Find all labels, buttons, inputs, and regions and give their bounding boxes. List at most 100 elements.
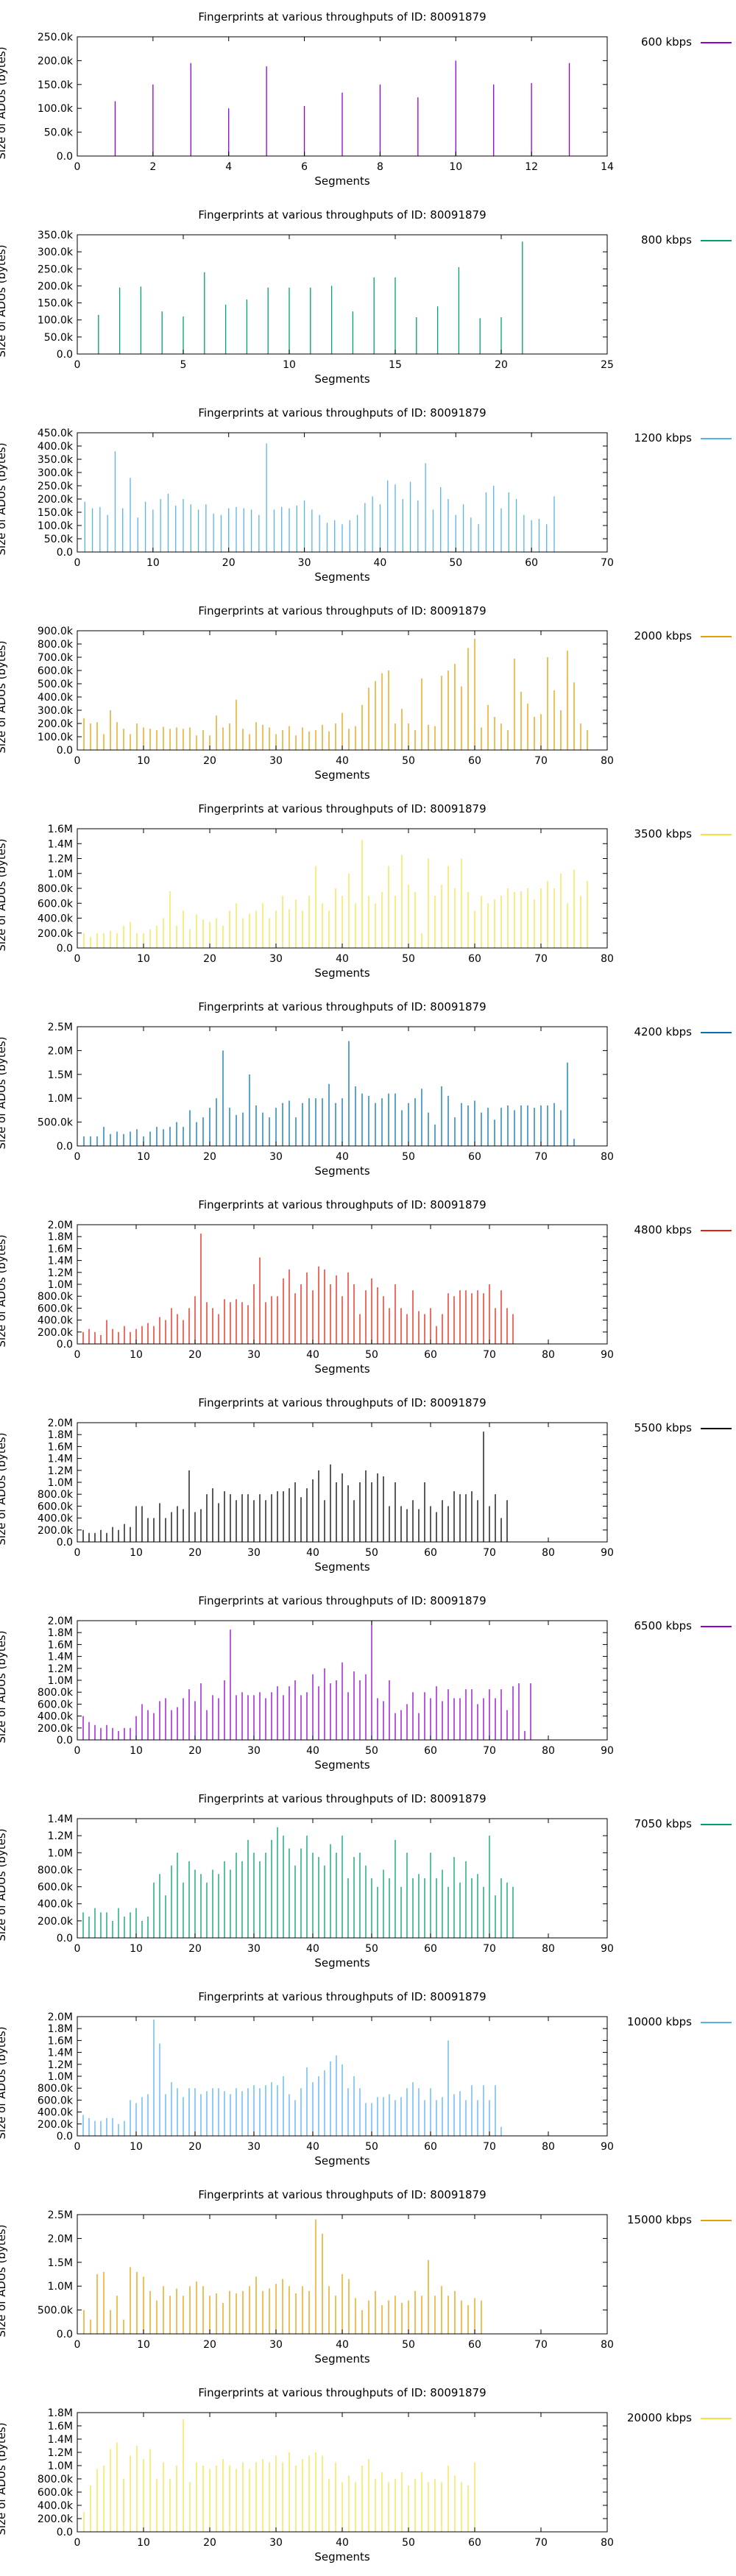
y-tick-label: 100.0k (38, 315, 74, 327)
x-tick-label: 60 (424, 1943, 437, 1955)
y-tick-label: 800.0k (38, 1489, 74, 1501)
y-tick-label: 100.0k (38, 732, 74, 743)
y-tick-label: 200.0k (38, 718, 74, 730)
y-tick-label: 600.0k (38, 2095, 74, 2106)
y-tick-label: 1.6M (48, 1243, 73, 1255)
x-tick-label: 70 (534, 1151, 548, 1163)
y-tick-label: 50.0k (44, 534, 74, 545)
x-tick-label: 40 (306, 1943, 319, 1955)
x-tick-label: 0 (74, 359, 81, 371)
chart-panel: Fingerprints at various throughputs of I… (0, 1584, 736, 1783)
x-tick-label: 80 (601, 755, 614, 767)
legend-label: 800 kbps (641, 233, 692, 247)
chart-title: Fingerprints at various throughputs of I… (198, 1990, 486, 2003)
y-tick-label: 400.0k (38, 1315, 74, 1327)
x-tick-label: 6 (301, 161, 308, 173)
y-tick-label: 400.0k (38, 1899, 74, 1911)
x-tick-label: 30 (247, 1745, 261, 1757)
y-tick-label: 1.6M (48, 824, 73, 835)
chart-title: Fingerprints at various throughputs of I… (198, 2386, 486, 2399)
legend-line-swatch (701, 2220, 732, 2221)
x-tick-label: 50 (402, 953, 415, 965)
y-tick-label: 400.0k (38, 2500, 74, 2512)
y-tick-label: 0.0 (57, 1339, 73, 1351)
y-tick-label: 1.0M (48, 1675, 73, 1687)
x-tick-label: 20 (222, 557, 236, 569)
chart-plot: 0 10 20 30 40 50 60 70 80 0.0 200.0k 400.0k 600.0k 80… (38, 824, 614, 965)
legend: 20000 kbps (604, 2411, 736, 2426)
chart-title: Fingerprints at various throughputs of I… (198, 1396, 486, 1409)
x-axis-label: Segments (314, 768, 370, 782)
x-tick-label: 90 (601, 1547, 614, 1559)
chart-panel: Fingerprints at various throughputs of I… (0, 792, 736, 991)
y-tick-label: 1.4M (48, 838, 73, 850)
x-axis-label: Segments (314, 570, 370, 584)
x-tick-label: 80 (542, 1547, 555, 1559)
x-axis-label: Segments (314, 1362, 370, 1376)
x-tick-label: 70 (483, 1547, 496, 1559)
y-tick-label: 600.0k (38, 665, 74, 677)
y-tick-label: 150.0k (38, 298, 74, 310)
x-tick-label: 50 (402, 1151, 415, 1163)
x-tick-label: 50 (365, 1943, 378, 1955)
y-tick-label: 2.0M (48, 1418, 73, 1429)
y-tick-label: 2.0M (48, 1220, 73, 1231)
y-tick-label: 400.0k (38, 913, 74, 925)
y-tick-label: 200.0k (38, 494, 74, 506)
chart-panel: Fingerprints at various throughputs of I… (0, 198, 736, 397)
chart-plot: 0 10 20 30 40 50 60 70 80 90 0.0200.0k400.0k600.0k… (38, 1616, 614, 1757)
x-tick-label: 20 (203, 755, 216, 767)
y-tick-label: 700.0k (38, 652, 74, 664)
y-tick-label: 1.4M (48, 1454, 73, 1465)
legend: 4200 kbps (604, 1025, 736, 1040)
x-axis-label: Segments (314, 2550, 370, 2563)
x-tick-label: 60 (468, 755, 481, 767)
x-tick-label: 90 (601, 1943, 614, 1955)
x-tick-label: 70 (534, 755, 548, 767)
y-tick-label: 400.0k (38, 1711, 74, 1723)
y-tick-label: 1.5M (48, 2257, 73, 2269)
y-tick-label: 600.0k (38, 1882, 74, 1894)
legend: 15000 kbps (604, 2213, 736, 2228)
y-tick-label: 150.0k (38, 507, 74, 519)
chart-panel: Fingerprints at various throughputs of I… (0, 1782, 736, 1981)
chart-plot: 0 10 20 30 40 50 60 70 80 90 0.0200.0k400.0k600.0k… (38, 2011, 614, 2153)
y-tick-label: 2.0M (48, 1616, 73, 1627)
y-tick-label: 0.0 (57, 943, 73, 955)
legend-line-swatch (701, 1626, 732, 1627)
x-tick-label: 30 (269, 2339, 283, 2351)
x-tick-label: 50 (402, 2537, 415, 2549)
y-tick-label: 1.4M (48, 1814, 73, 1825)
legend: 4800 kbps (604, 1223, 736, 1238)
x-tick-label: 0 (74, 2339, 81, 2351)
chart-title: Fingerprints at various throughputs of I… (198, 1594, 486, 1607)
x-tick-label: 60 (424, 1745, 437, 1757)
legend-line-swatch (701, 1824, 732, 1825)
y-tick-label: 1.0M (48, 1477, 73, 1489)
y-tick-label: 0.0 (57, 745, 73, 757)
legend: 7050 kbps (604, 1817, 736, 1832)
y-tick-label: 200.0k (38, 280, 74, 292)
y-tick-label: 250.0k (38, 263, 74, 275)
y-tick-label: 1.2M (48, 2447, 73, 2459)
y-tick-label: 250.0k (38, 32, 74, 43)
chart-plot: 0 2 4 6 8 10 12 14 0.0 50.0k 100.0k 150.0k 200.0k 250… (38, 32, 614, 173)
y-tick-label: 600.0k (38, 1699, 74, 1710)
x-tick-label: 40 (336, 2537, 349, 2549)
chart-plot: 0 10 20 30 40 50 60 70 80 0.0 100.0k 200.0k300.0k40… (38, 626, 614, 767)
legend-line-swatch (701, 438, 732, 439)
y-tick-label: 1.8M (48, 1627, 73, 1639)
y-tick-label: 0.0 (57, 2527, 73, 2538)
x-tick-label: 80 (601, 2339, 614, 2351)
x-tick-label: 14 (601, 161, 614, 173)
legend-label: 7050 kbps (634, 1817, 693, 1830)
x-tick-label: 60 (468, 953, 481, 965)
y-tick-label: 1.2M (48, 1830, 73, 1842)
x-tick-label: 70 (534, 2537, 548, 2549)
chart-plot: 0 10 20 30 40 50 60 70 80 90 0.0200.0k400.0k600.0k… (38, 1220, 614, 1361)
x-tick-label: 10 (137, 755, 150, 767)
x-tick-label: 5 (180, 359, 187, 371)
x-tick-label: 30 (247, 1547, 261, 1559)
x-tick-label: 10 (137, 953, 150, 965)
x-tick-label: 20 (188, 2141, 202, 2153)
